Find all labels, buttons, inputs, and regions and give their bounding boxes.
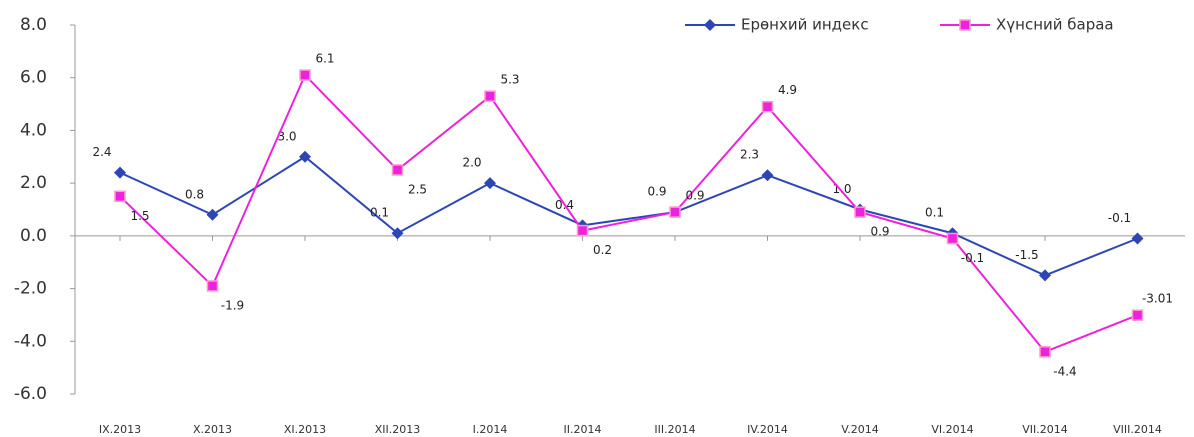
marker xyxy=(1039,269,1051,282)
y-tick-label: 2.0 xyxy=(20,173,47,193)
y-tick-label: 0.0 xyxy=(20,226,47,246)
marker xyxy=(484,177,496,190)
marker xyxy=(391,227,404,240)
x-tick-label: VI.2014 xyxy=(931,423,973,436)
marker xyxy=(299,150,311,163)
x-tick-label: II.2014 xyxy=(564,423,602,436)
legend-label: Ерөнхий индекс xyxy=(741,16,869,34)
marker xyxy=(854,206,866,218)
marker xyxy=(391,164,404,176)
marker xyxy=(114,166,126,179)
marker xyxy=(761,100,774,113)
marker xyxy=(704,19,716,31)
x-tick-label: XII.2013 xyxy=(375,423,421,436)
data-label: 2.0 xyxy=(462,156,481,170)
series-line xyxy=(119,155,1138,277)
x-tick-label: VIII.2014 xyxy=(1113,423,1162,436)
data-label: 3.0 xyxy=(277,129,296,143)
marker xyxy=(669,206,681,218)
marker xyxy=(761,169,774,182)
y-tick-label: -4.0 xyxy=(14,331,47,351)
x-tick-label: VII.2014 xyxy=(1022,423,1068,436)
marker xyxy=(206,208,219,221)
data-label: 0.8 xyxy=(185,187,204,201)
data-label: -4.4 xyxy=(1053,364,1076,378)
data-label: 0.9 xyxy=(685,189,704,203)
marker xyxy=(959,19,971,31)
legend-label: Хүнсний бараа xyxy=(996,16,1114,34)
data-label: 0.2 xyxy=(593,243,612,257)
y-tick-label: -2.0 xyxy=(14,279,47,299)
data-label: 0.1 xyxy=(370,206,389,220)
marker xyxy=(1131,309,1144,321)
marker xyxy=(484,90,496,102)
marker xyxy=(114,190,126,203)
x-tick-label: I.2014 xyxy=(473,423,508,436)
data-label: 0.9 xyxy=(870,225,889,239)
data-label: 6.1 xyxy=(315,52,334,66)
data-label: 2.5 xyxy=(408,182,427,196)
marker xyxy=(299,69,311,81)
marker xyxy=(946,232,959,245)
data-label: 2.3 xyxy=(740,148,759,162)
x-tick-label: IX.2013 xyxy=(99,423,141,436)
y-tick-label: 4.0 xyxy=(20,120,47,140)
data-label: 0.1 xyxy=(925,206,944,220)
data-label: 0.9 xyxy=(647,185,666,199)
data-label: 5.3 xyxy=(500,73,519,87)
y-tick-label: -6.0 xyxy=(14,384,47,404)
data-label: 4.9 xyxy=(778,83,797,97)
data-label: -1.5 xyxy=(1015,248,1038,262)
data-label: -0.1 xyxy=(961,251,984,265)
marker xyxy=(576,224,589,237)
x-tick-label: V.2014 xyxy=(841,423,879,436)
data-label: 2.4 xyxy=(92,145,111,159)
x-tick-label: X.2013 xyxy=(193,423,232,436)
series-line xyxy=(119,73,1138,354)
marker xyxy=(1039,346,1051,358)
x-tick-label: III.2014 xyxy=(654,423,695,436)
x-tick-label: XI.2013 xyxy=(284,423,326,436)
data-label: 1.5 xyxy=(130,209,149,223)
data-label: -0.1 xyxy=(1108,211,1131,225)
y-tick-label: 6.0 xyxy=(20,68,47,88)
data-label: -1.9 xyxy=(221,298,244,312)
marker xyxy=(1131,232,1144,245)
data-label: -3.01 xyxy=(1142,292,1173,306)
y-tick-label: 8.0 xyxy=(20,15,47,35)
x-tick-label: IV.2014 xyxy=(747,423,788,436)
marker xyxy=(206,280,219,292)
